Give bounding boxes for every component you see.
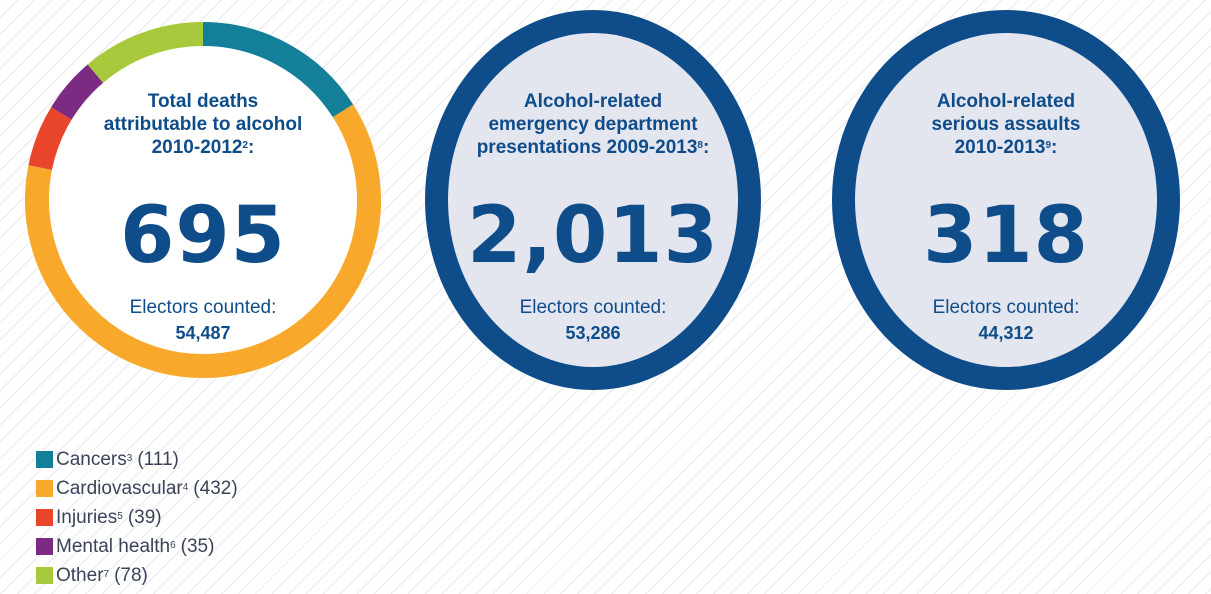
legend-label-other: Other [56,564,104,586]
legend-footnote-other: 7 [103,569,110,580]
donut-slice-other [87,22,204,83]
legend-footnote-mental-health: 6 [170,540,176,551]
legend-swatch-cancers [36,451,53,468]
legend-item-mental-health: Mental health 6 (35) [36,532,238,561]
emergency-text: Alcohol-related emergency department pre… [425,10,761,390]
deaths-title-footnote: 2 [242,140,249,151]
deaths-electors-label: Electors counted: [129,297,277,318]
legend-count-cancers: (111) [137,448,179,470]
emergency-title: Alcohol-related emergency department pre… [425,90,761,159]
emergency-presentations-card: Alcohol-related emergency department pre… [425,10,761,390]
emergency-title-line-3-text: presentations 2009-2013 [476,137,698,158]
assaults-value: 318 [923,191,1089,281]
legend-label-cancers: Cancers [56,448,127,470]
emergency-title-footnote: 8 [697,140,703,151]
assaults-title-line-2: serious assaults [931,114,1081,135]
assaults-title: Alcohol-related serious assaults 2010-20… [832,90,1180,159]
emergency-value: 2,013 [467,191,719,281]
donut-center [49,46,357,354]
legend-count-cardiovascular: (432) [193,477,238,499]
legend-count-mental-health: (35) [180,535,215,557]
legend-swatch-cardiovascular [36,480,53,497]
donut-slice-cardiovascular [25,104,381,378]
legend-footnote-injuries: 5 [117,511,123,522]
legend-count-injuries: (39) [127,506,162,528]
legend-label-cardiovascular: Cardiovascular [56,477,183,499]
deaths-donut-text: Total deaths attributable to alcohol 201… [13,10,393,390]
legend-item-cardiovascular: Cardiovascular 4 (432) [36,474,238,503]
emergency-title-line-1: Alcohol-related [523,91,663,112]
assaults-title-line-1: Alcohol-related [936,91,1076,112]
deaths-donut-chart [25,22,381,378]
legend-item-injuries: Injuries 5 (39) [36,503,238,532]
donut-slice-mental-health [51,64,104,120]
legend-swatch-other [36,567,53,584]
assaults-electors-label: Electors counted: [932,297,1080,318]
legend-label-mental-health: Mental health [56,535,171,557]
assaults-title-footnote: 9 [1045,140,1052,151]
legend-footnote-cardiovascular: 4 [182,482,189,493]
donut-legend: Cancers 3 (111) Cardiovascular 4 (432) Inj… [36,445,238,590]
legend-item-other: Other 7 (78) [36,561,238,590]
assaults-electors-value: 44,312 [978,323,1034,343]
assaults-title-line-3: 2010-20139: [954,137,1058,158]
legend-swatch-injuries [36,509,53,526]
legend-item-cancers: Cancers 3 (111) [36,445,238,474]
deaths-donut-card: Total deaths attributable to alcohol 201… [13,10,393,390]
deaths-title: Total deaths attributable to alcohol 201… [13,90,393,159]
donut-slice-injuries [28,107,72,171]
legend-count-other: (78) [114,564,148,586]
donut-slice-cancers [202,22,354,118]
emergency-electors-value: 53,286 [565,323,621,343]
emergency-title-line-2: emergency department [488,114,698,135]
assaults-title-line-3-text: 2010-2013 [954,137,1046,158]
legend-footnote-cancers: 3 [126,453,133,464]
deaths-title-line-3-text: 2010-2012 [151,137,243,158]
deaths-title-line-2: attributable to alcohol [103,114,303,135]
deaths-title-line-3: 2010-20122: [151,137,255,158]
deaths-title-line-1: Total deaths [147,91,259,112]
serious-assaults-card: Alcohol-related serious assaults 2010-20… [832,10,1180,390]
deaths-electors-value: 54,487 [175,323,231,343]
assaults-text: Alcohol-related serious assaults 2010-20… [832,10,1180,390]
emergency-title-line-3: presentations 2009-20138: [476,137,710,158]
legend-swatch-mental-health [36,538,53,555]
legend-label-injuries: Injuries [56,506,118,528]
deaths-value: 695 [120,191,286,281]
emergency-electors-label: Electors counted: [519,297,667,318]
